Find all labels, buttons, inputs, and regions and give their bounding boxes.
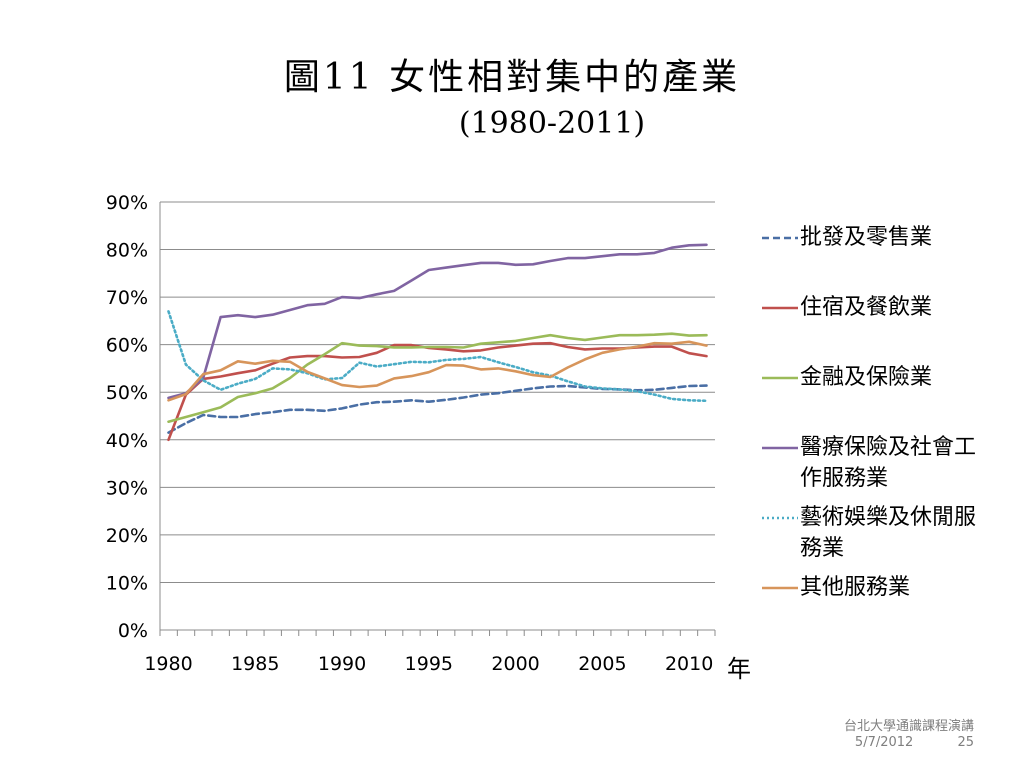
x-tick-label: 1985	[231, 653, 279, 675]
x-tick-label: 2005	[578, 653, 626, 675]
y-tick-label: 60%	[106, 335, 148, 357]
series-line-2	[167, 341, 708, 442]
x-tick-label: 2000	[491, 653, 539, 675]
legend-item: 藝術娛樂及休閒服務業	[762, 502, 992, 572]
series-line-4	[167, 243, 708, 400]
legend-item: 醫療保險及社會工作服務業	[762, 432, 992, 502]
y-tick-label: 90%	[106, 192, 148, 214]
x-tick-label: 1980	[144, 653, 192, 675]
legend-swatch	[762, 236, 798, 240]
series-line-6	[167, 340, 708, 402]
x-tick-label: 2010	[665, 653, 713, 675]
series-line-3	[167, 332, 708, 424]
x-axis-unit-label: 年	[727, 655, 751, 683]
legend-label: 藝術娛樂及休閒服務業	[800, 505, 977, 561]
footer-date: 5/7/2012	[854, 735, 914, 750]
legend-item: 住宿及餐飲業	[762, 292, 992, 362]
chart-title: 圖11 女性相對集中的產業	[283, 57, 741, 98]
y-tick-label: 70%	[106, 287, 148, 309]
legend-label: 其他服務業	[800, 575, 911, 600]
legend-swatch	[762, 516, 798, 520]
footer-page-number: 25	[957, 735, 974, 750]
y-tick-label: 30%	[106, 477, 148, 499]
y-tick-label: 40%	[106, 430, 148, 452]
y-tick-label: 20%	[106, 525, 148, 547]
y-tick-label: 10%	[106, 572, 148, 594]
x-tick-label: 1990	[318, 653, 366, 675]
legend-label: 批發及零售業	[800, 225, 933, 250]
legend-label: 醫療保險及社會工作服務業	[800, 435, 977, 491]
legend-item: 批發及零售業	[762, 222, 992, 292]
footer-text: 台北大學通識課程演講	[843, 719, 974, 734]
chart-subtitle: (1980-2011)	[458, 106, 646, 141]
legend-swatch	[762, 306, 798, 310]
legend-label: 金融及保險業	[800, 365, 933, 390]
legend-swatch	[762, 586, 798, 590]
legend-item: 其他服務業	[762, 572, 992, 642]
x-tick-label: 1995	[405, 653, 453, 675]
legend-swatch	[762, 376, 798, 380]
y-tick-label: 80%	[106, 240, 148, 262]
y-tick-label: 50%	[106, 382, 148, 404]
legend-swatch	[762, 446, 798, 450]
legend-label: 住宿及餐飲業	[800, 295, 933, 320]
legend: 批發及零售業 住宿及餐飲業 金融及保險業醫療保險及社會工作服務業 藝術娛樂及休閒服務業…	[762, 222, 992, 642]
y-tick-label: 0%	[118, 620, 148, 642]
series-line-5	[167, 310, 708, 403]
legend-item: 金融及保險業	[762, 362, 992, 432]
